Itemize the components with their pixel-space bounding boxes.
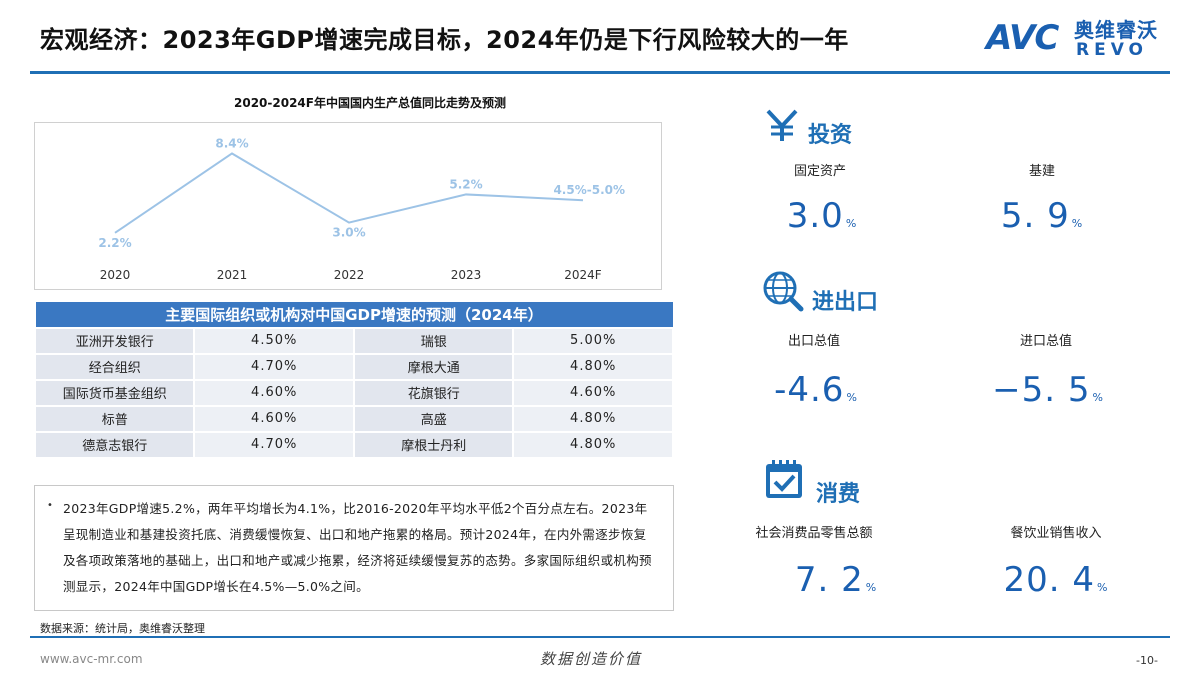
data-label: 5.2% — [449, 177, 482, 191]
metric-label-import: 进口总值 — [1019, 334, 1072, 349]
table-cell-org: 高盛 — [352, 404, 515, 433]
table-cell-org: 德意志银行 — [33, 430, 196, 459]
metric-value-fixed-assets: 3.0% — [786, 196, 858, 236]
x-tick-label: 2022 — [334, 268, 365, 282]
table-cell-value: 4.70% — [193, 430, 355, 459]
table-cell-org: 摩根士丹利 — [352, 430, 515, 459]
table-cell-value: 4.50% — [193, 326, 355, 355]
metric-label-catering-revenue: 餐饮业销售收入 — [1010, 526, 1102, 541]
table-cell-org: 国际货币基金组织 — [33, 378, 196, 407]
table-cell-value: 5.00% — [512, 326, 674, 355]
page-number: -10- — [1136, 654, 1158, 667]
table-cell-value: 4.60% — [193, 378, 355, 407]
forecast-table: 主要国际组织或机构对中国GDP增速的预测（2024年） 亚洲开发银行 4.50%… — [33, 301, 674, 459]
table-row: 亚洲开发银行 4.50% 瑞银 5.00% — [33, 326, 674, 355]
gdp-chart-svg: 2.2% 2020 8.4% 2021 3.0% 2022 5.2% 2023 4.5%-5.0… — [98, 136, 625, 282]
x-tick-label: 2023 — [451, 268, 482, 282]
table-cell-value: 4.70% — [193, 352, 355, 381]
metric-label-retail-sales: 社会消费品零售总额 — [755, 526, 873, 541]
yen-icon — [764, 108, 800, 146]
table-cell-org: 花旗银行 — [352, 378, 515, 407]
table-cell-value: 4.60% — [193, 404, 355, 433]
table-cell-value: 4.80% — [512, 404, 674, 433]
metric-value-infrastructure: 5. 9% — [1000, 196, 1084, 236]
bullet-marker: • — [47, 500, 53, 511]
table-cell-org: 摩根大通 — [352, 352, 515, 381]
forecast-table-header-row: 主要国际组织或机构对中国GDP增速的预测（2024年） — [34, 301, 674, 328]
summary-note-text: 2023年GDP增速5.2%，两年平均增长为4.1%，比2016-2020年平均… — [63, 501, 652, 594]
data-source: 数据来源：统计局，奥维睿沃整理 — [40, 622, 205, 635]
data-label: 8.4% — [215, 136, 248, 150]
table-cell-org: 瑞银 — [352, 326, 515, 355]
metric-value-retail-sales: 7. 2% — [794, 560, 878, 600]
table-cell-org: 亚洲开发银行 — [33, 326, 196, 355]
footer-slogan: 数据创造价值 — [540, 650, 643, 668]
gdp-series-line — [114, 152, 584, 234]
gdp-line-chart: 2.2% 2020 8.4% 2021 3.0% 2022 5.2% 2023 4.5%-5.0… — [34, 122, 662, 290]
x-tick-label: 2021 — [217, 268, 248, 282]
logo-en-text: REVO — [1076, 40, 1149, 60]
logo-cn-text: 奥维睿沃 — [1074, 18, 1158, 42]
metric-label-infrastructure: 基建 — [1028, 164, 1055, 179]
metric-value-export: -4.6% — [774, 370, 858, 410]
x-tick-label: 2024F — [564, 268, 602, 282]
data-label: 2.2% — [98, 236, 131, 250]
table-cell-value: 4.60% — [512, 378, 674, 407]
table-cell-org: 标普 — [33, 404, 196, 433]
table-row: 德意志银行 4.70% 摩根士丹利 4.80% — [33, 430, 674, 459]
footer-url: www.avc-mr.com — [40, 652, 143, 666]
logo-avc-text: AVC — [986, 18, 1059, 58]
table-cell-org: 经合组织 — [33, 352, 196, 381]
x-tick-label: 2020 — [100, 268, 131, 282]
metric-label-fixed-assets: 固定资产 — [793, 164, 846, 179]
metric-label-export: 出口总值 — [787, 334, 840, 349]
globe-search-icon — [762, 270, 804, 316]
section-title-trade: 进出口 — [812, 290, 879, 315]
metric-value-catering-revenue: 20. 4% — [1003, 560, 1109, 600]
metric-value-import: −5. 5% — [992, 370, 1104, 410]
table-row: 经合组织 4.70% 摩根大通 4.80% — [33, 352, 674, 381]
section-title-investment: 投资 — [808, 123, 853, 148]
brand-logo: AVC 奥维睿沃 REVO — [986, 12, 1170, 62]
page-title: 宏观经济：2023年GDP增速完成目标，2024年仍是下行风险较大的一年 — [40, 26, 849, 54]
data-label: 4.5%-5.0% — [553, 183, 625, 197]
header-divider — [30, 71, 1170, 74]
table-row: 标普 4.60% 高盛 4.80% — [33, 404, 674, 433]
calendar-check-icon — [764, 458, 804, 504]
table-row: 国际货币基金组织 4.60% 花旗银行 4.60% — [33, 378, 674, 407]
summary-note: • 2023年GDP增速5.2%，两年平均增长为4.1%，比2016-2020年… — [34, 485, 674, 611]
table-cell-value: 4.80% — [512, 352, 674, 381]
data-label: 3.0% — [332, 226, 365, 240]
forecast-table-header: 主要国际组织或机构对中国GDP增速的预测（2024年） — [34, 301, 674, 328]
section-title-consumption: 消费 — [816, 482, 861, 507]
table-cell-value: 4.80% — [512, 430, 674, 459]
chart-title: 2020-2024F年中国国内生产总值同比走势及预测 — [234, 96, 506, 110]
footer-divider — [30, 636, 1170, 638]
